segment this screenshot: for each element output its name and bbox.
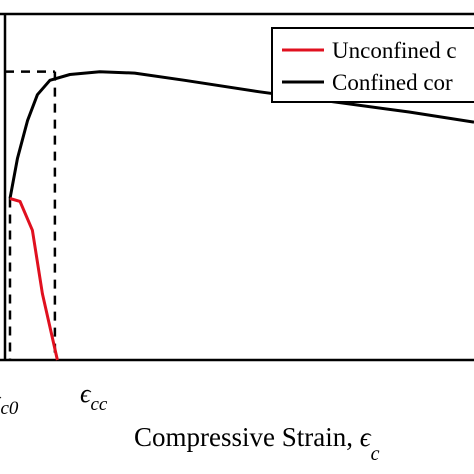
x-axis-label-text: Compressive Strain, [134,422,360,452]
legend-label-unconfined: Unconfined c [332,38,457,63]
series-line-unconfined [9,197,59,361]
legend-label-confined: Confined cor [332,70,453,95]
x-axis-label-subscript: c [371,443,380,465]
legend: Unconfined c Confined cor [271,27,474,103]
tick-label-cc-subscript: cc [90,394,107,415]
tick-label-c0: ϵc0 [0,385,19,419]
tick-label-cc: ϵcc [80,379,108,415]
series-group [8,70,474,361]
legend-box [271,27,474,103]
x-axis-label: Compressive Strain, ϵc [134,422,380,465]
x-tick-labels: ϵc0 ϵcc [0,379,108,419]
x-axis-label-symbol: ϵ [360,422,372,452]
tick-label-c0-subscript: c0 [0,398,18,419]
tick-label-cc-symbol: ϵ [80,379,92,408]
reference-lines [5,70,57,360]
